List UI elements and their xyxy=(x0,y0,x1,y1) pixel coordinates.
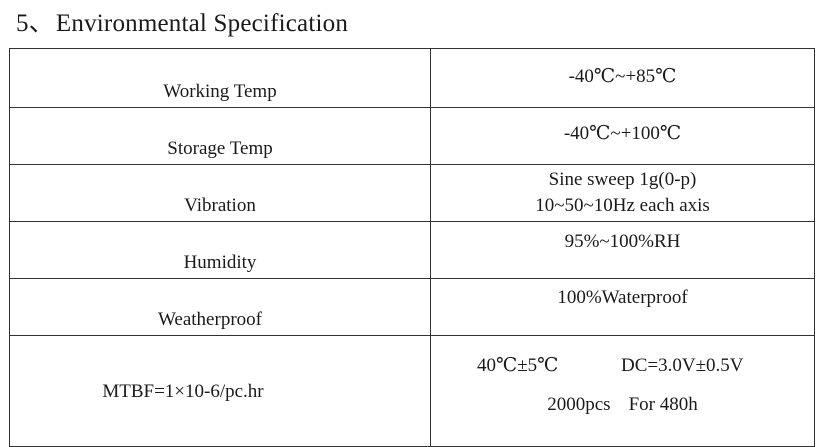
humidity-value: 95%~100%RH xyxy=(564,231,681,252)
mtbf-duration: For 480h xyxy=(628,394,698,415)
table-row: MTBF=1×10-6/pc.hr 40℃±5℃ DC=3.0V±0.5V 20… xyxy=(9,335,815,447)
spec-value-cell: 95%~100%RH xyxy=(430,221,815,279)
storage-temp-value: -40℃~+100℃ xyxy=(563,123,682,144)
spec-label-cell: MTBF=1×10-6/pc.hr xyxy=(9,335,431,447)
spec-label-cell: Storage Temp xyxy=(9,107,431,165)
vibration-label: Vibration xyxy=(184,195,256,216)
section-title: Environmental Specification xyxy=(55,10,349,37)
mtbf-label: MTBF=1×10-6/pc.hr xyxy=(102,381,264,402)
table-row: Humidity 95%~100%RH xyxy=(9,221,815,279)
vibration-value-line-1: Sine sweep 1g(0-p) xyxy=(548,169,697,190)
spec-value-cell: -40℃~+85℃ xyxy=(430,48,815,108)
spec-value-cell: 100%Waterproof xyxy=(430,278,815,336)
storage-temp-label: Storage Temp xyxy=(167,138,273,159)
humidity-label: Humidity xyxy=(183,252,257,273)
section-heading: 5、Environmental Specification xyxy=(16,8,348,40)
table-row: Working Temp -40℃~+85℃ xyxy=(9,48,815,108)
environmental-spec-table: Working Temp -40℃~+85℃ Storage Temp -40℃… xyxy=(9,48,815,447)
working-temp-value: -40℃~+85℃ xyxy=(568,66,677,87)
spec-label-cell: Vibration xyxy=(9,164,431,222)
table-row: Vibration Sine sweep 1g(0-p) 10~50~10Hz … xyxy=(9,164,815,222)
spec-label-cell: Working Temp xyxy=(9,48,431,108)
spec-label-cell: Weatherproof xyxy=(9,278,431,336)
spec-value-cell: -40℃~+100℃ xyxy=(430,107,815,165)
mtbf-test-duration: 2000pcs For 480h xyxy=(431,392,814,418)
section-number: 5、 xyxy=(16,10,54,37)
vibration-value-line-2: 10~50~10Hz each axis xyxy=(535,195,710,216)
table-row: Storage Temp -40℃~+100℃ xyxy=(9,107,815,165)
spec-label-cell: Humidity xyxy=(9,221,431,279)
working-temp-label: Working Temp xyxy=(163,81,277,102)
mtbf-quantity: 2000pcs xyxy=(547,394,611,415)
weatherproof-label: Weatherproof xyxy=(158,309,262,330)
mtbf-temp: 40℃±5℃ xyxy=(477,355,559,376)
weatherproof-value: 100%Waterproof xyxy=(557,287,688,308)
table-row: Weatherproof 100%Waterproof xyxy=(9,278,815,336)
mtbf-voltage: DC=3.0V±0.5V xyxy=(621,355,744,376)
spec-value-cell: 40℃±5℃ DC=3.0V±0.5V 2000pcs For 480h xyxy=(430,335,815,447)
spec-value-cell: Sine sweep 1g(0-p) 10~50~10Hz each axis xyxy=(430,164,815,222)
